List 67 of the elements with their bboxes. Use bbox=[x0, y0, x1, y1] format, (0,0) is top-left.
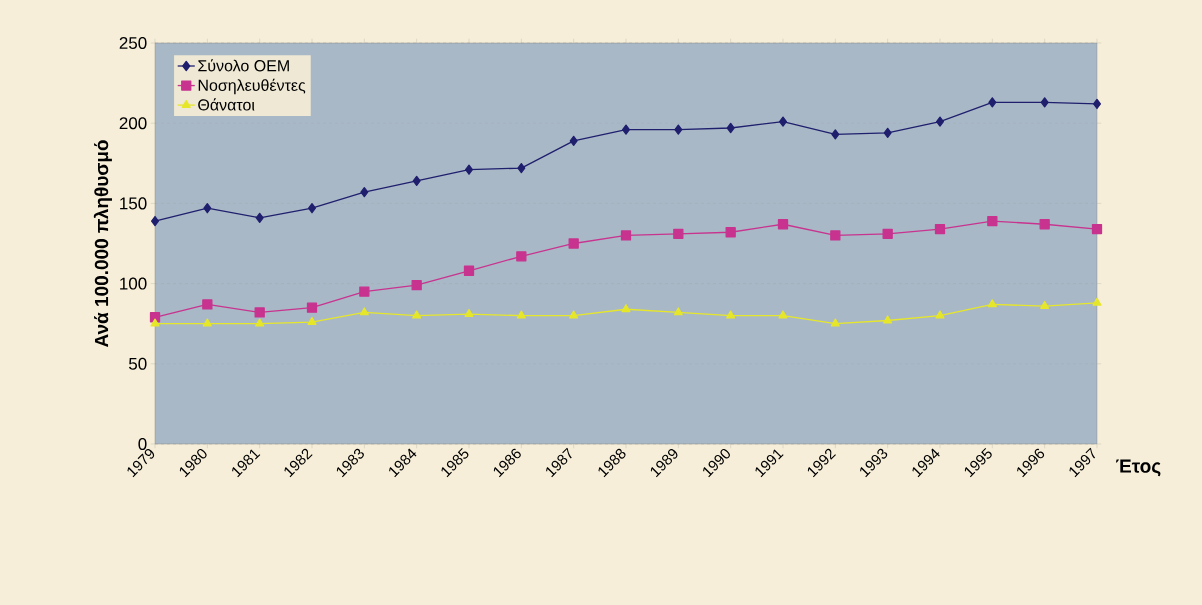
point bbox=[620, 230, 632, 241]
point bbox=[1092, 98, 1102, 110]
point bbox=[674, 124, 683, 135]
point bbox=[883, 315, 893, 324]
point bbox=[987, 299, 997, 308]
y-tick-label: 250 bbox=[119, 36, 147, 50]
point bbox=[150, 318, 160, 327]
point bbox=[726, 122, 735, 134]
point bbox=[621, 304, 631, 313]
y-axis-title: Ανά 100.000 πληθυσμό bbox=[93, 140, 112, 348]
point bbox=[412, 310, 422, 319]
point bbox=[255, 212, 264, 223]
point bbox=[830, 318, 840, 327]
point bbox=[988, 97, 997, 108]
point bbox=[777, 219, 789, 230]
x-axis-title: Έτος bbox=[1115, 459, 1161, 477]
point bbox=[202, 299, 213, 310]
point bbox=[1039, 219, 1050, 230]
point bbox=[359, 286, 370, 297]
point bbox=[725, 227, 736, 238]
point bbox=[517, 162, 526, 174]
point bbox=[464, 308, 474, 317]
point bbox=[1092, 297, 1102, 306]
point bbox=[935, 116, 945, 127]
point bbox=[831, 129, 840, 140]
point bbox=[726, 310, 736, 319]
point bbox=[359, 307, 369, 316]
point bbox=[307, 316, 317, 325]
y-tick-label: 50 bbox=[128, 357, 147, 370]
point bbox=[987, 215, 998, 227]
y-tick-label: 150 bbox=[120, 197, 147, 210]
point bbox=[464, 164, 474, 175]
point bbox=[882, 228, 893, 240]
legend-label: Θάνατοι bbox=[198, 98, 255, 111]
point bbox=[307, 203, 317, 214]
point bbox=[778, 310, 788, 319]
point bbox=[569, 310, 579, 319]
point bbox=[203, 203, 212, 214]
y-tick-label: 100 bbox=[120, 277, 147, 290]
point bbox=[673, 228, 684, 240]
point bbox=[411, 280, 422, 291]
point bbox=[568, 238, 579, 249]
point bbox=[621, 124, 631, 135]
point bbox=[1040, 97, 1049, 108]
point bbox=[202, 318, 212, 327]
point bbox=[935, 310, 945, 319]
point bbox=[569, 135, 578, 146]
point bbox=[778, 116, 788, 127]
y-tick-label: 200 bbox=[119, 117, 147, 130]
point bbox=[1091, 223, 1103, 235]
point bbox=[360, 187, 369, 198]
point bbox=[1040, 300, 1050, 309]
point bbox=[883, 127, 892, 138]
legend-label: Σύνολο ΟΕΜ bbox=[198, 59, 289, 72]
point bbox=[463, 265, 475, 276]
y-tick-label: 0 bbox=[138, 437, 147, 451]
point bbox=[673, 307, 683, 316]
point bbox=[412, 175, 421, 187]
point bbox=[934, 223, 946, 235]
point bbox=[516, 310, 526, 319]
legend-label: Νοσηλευθέντες bbox=[198, 78, 306, 95]
point bbox=[255, 318, 265, 327]
point bbox=[254, 307, 265, 318]
point bbox=[830, 230, 841, 241]
point bbox=[516, 251, 527, 262]
point bbox=[150, 215, 160, 227]
point bbox=[306, 302, 318, 313]
